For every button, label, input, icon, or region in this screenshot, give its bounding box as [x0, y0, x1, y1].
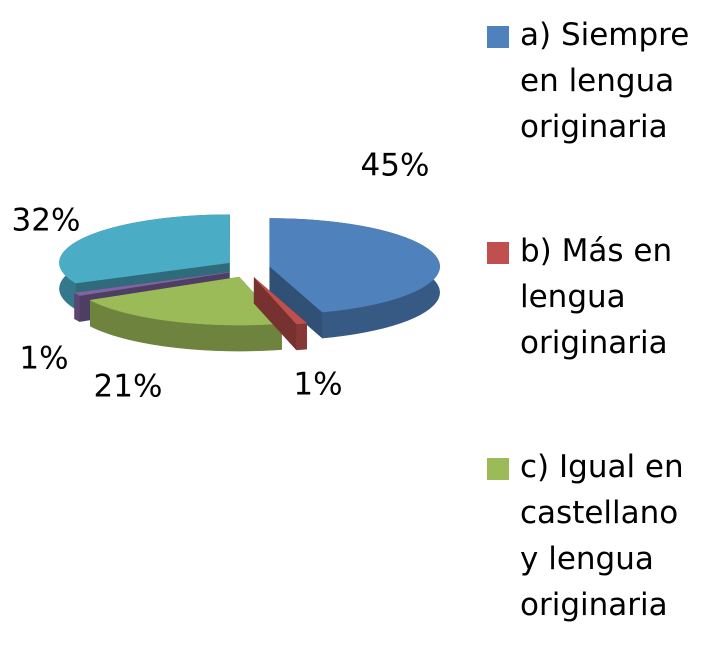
legend-swatch [487, 458, 509, 480]
slice-top [59, 214, 230, 284]
slice-top [89, 276, 283, 326]
legend-label: c) Igual en castellano y lengua originar… [520, 449, 684, 623]
data-label: 45% [361, 148, 430, 184]
legend-swatch [487, 26, 509, 48]
legend-item: c) Igual en castellano y lengua originar… [487, 444, 702, 628]
legend-label: b) Más en lengua originaria [520, 233, 673, 361]
slice [253, 276, 308, 351]
slice-wall [74, 292, 80, 323]
slice-top [269, 218, 440, 313]
legend-item: a) Siempre en lengua originaria [487, 12, 702, 150]
legend-label: a) Siempre en lengua originaria [520, 17, 690, 145]
slice-top [73, 272, 229, 296]
slice [89, 276, 283, 352]
legend-item: b) Más en lengua originaria [487, 228, 702, 366]
slice [269, 218, 440, 339]
data-label: 32% [12, 203, 81, 239]
slice-wall [296, 322, 307, 351]
data-label: 1% [19, 341, 68, 377]
data-label: 1% [293, 367, 342, 403]
pie-area: 45% 1% 21% 1% 32% [12, 148, 440, 405]
data-label: 21% [94, 369, 163, 405]
slice-top [253, 277, 308, 325]
legend-swatch [487, 242, 509, 264]
